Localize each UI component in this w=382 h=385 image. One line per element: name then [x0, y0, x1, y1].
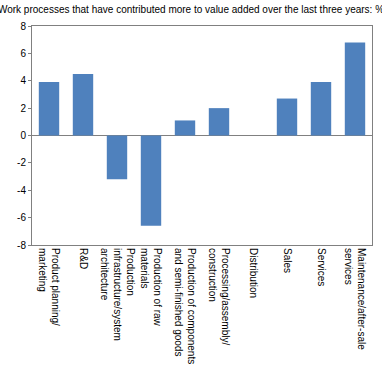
svg-text:0: 0 — [20, 130, 26, 141]
svg-text:Product planning/marketing: Product planning/marketing — [37, 248, 61, 326]
svg-text:Production of rawmaterials: Production of rawmaterials — [139, 248, 163, 327]
svg-text:Sales: Sales — [282, 248, 293, 273]
svg-text:-8: -8 — [17, 240, 26, 251]
svg-text:Production of componentsand se: Production of componentsand semi-finishe… — [173, 248, 197, 364]
svg-text:R&D: R&D — [78, 248, 89, 269]
svg-text:Productioninfrastructure/syste: Productioninfrastructure/systemarchitect… — [99, 248, 136, 341]
svg-text:Maintenance/after-saleservices: Maintenance/after-saleservices — [343, 248, 367, 350]
svg-text:Services: Services — [316, 248, 327, 286]
svg-text:-6: -6 — [17, 212, 26, 223]
svg-text:-4: -4 — [17, 185, 26, 196]
svg-text:Distribution: Distribution — [248, 248, 259, 298]
svg-text:-2: -2 — [17, 157, 26, 168]
svg-text:Processing/assembly/constructi: Processing/assembly/construction — [207, 248, 231, 345]
svg-text:4: 4 — [20, 75, 26, 86]
svg-text:2: 2 — [20, 103, 26, 114]
svg-text:6: 6 — [20, 48, 26, 59]
svg-text:8: 8 — [20, 21, 26, 32]
svg-text:(Work processes that have cont: (Work processes that have contributed mo… — [0, 4, 382, 15]
